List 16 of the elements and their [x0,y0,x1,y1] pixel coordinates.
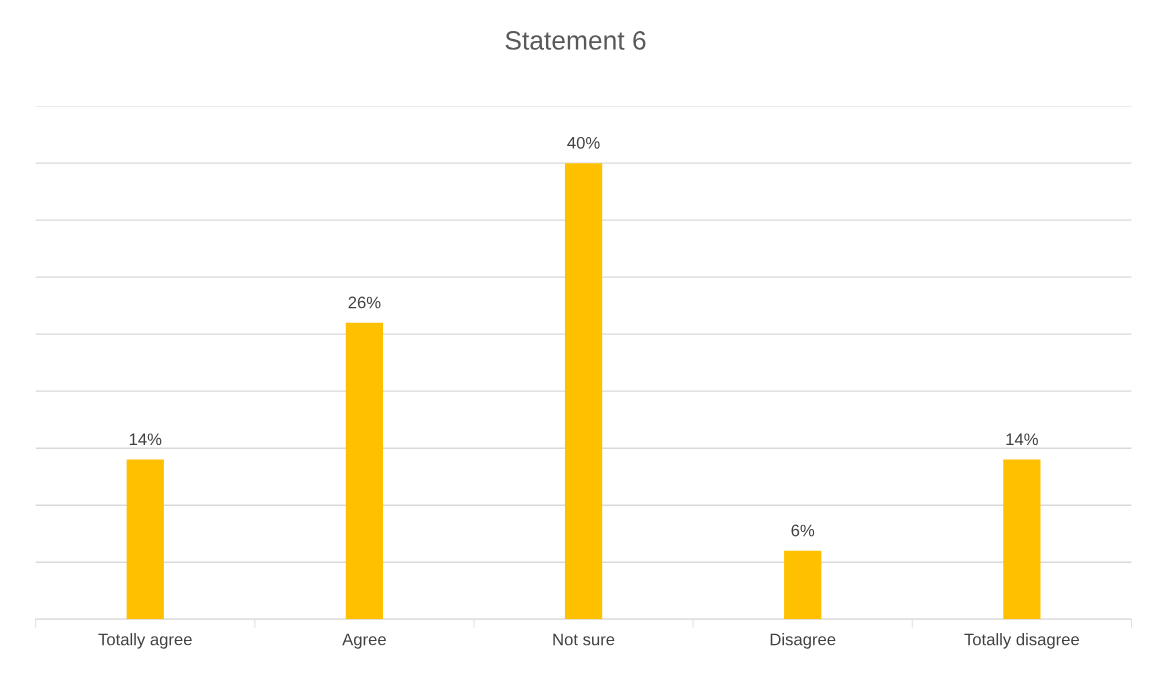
x-tick-label: Disagree [770,633,836,649]
x-tick-label: Totally agree [98,633,192,649]
x-tick-label: Not sure [553,633,615,646]
data-label: 6% [791,524,815,537]
data-label: 40% [567,136,600,149]
data-label: 14% [1006,433,1038,446]
bar [345,322,384,620]
bar [564,163,603,620]
bar [784,550,822,620]
x-tick-label: Agree [342,633,386,649]
data-label: 14% [129,433,162,446]
chart-title: Statement 6 [505,31,646,50]
x-tick-label: Totally disagree [964,633,1080,649]
bar [1003,459,1041,620]
data-label: 26% [348,296,381,309]
bar [126,459,164,620]
